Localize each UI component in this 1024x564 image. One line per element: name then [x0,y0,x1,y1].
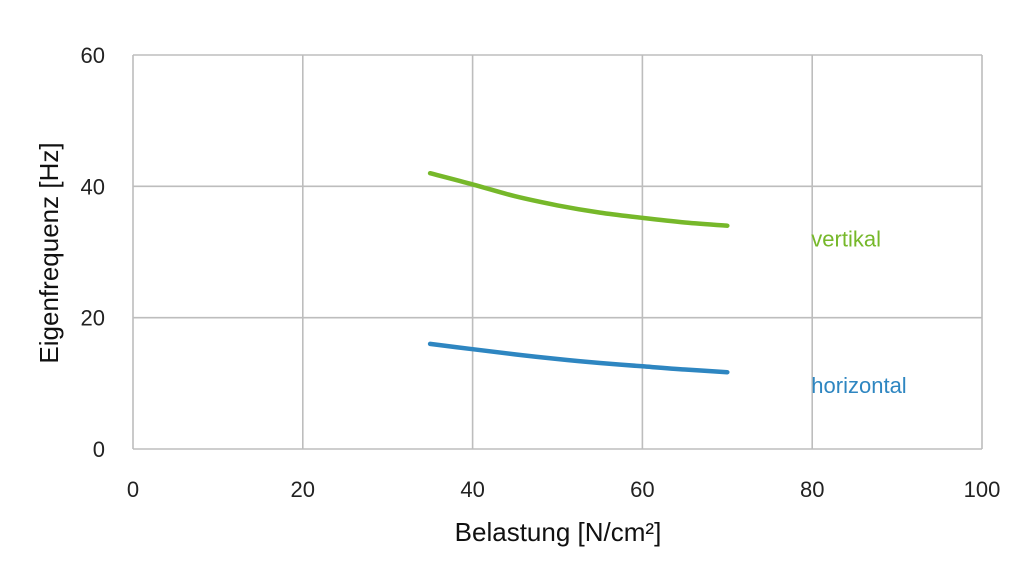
x-tick-label: 60 [630,477,654,502]
y-axis-title: Eigenfrequenz [Hz] [34,142,64,363]
x-tick-label: 0 [127,477,139,502]
series-labels: vertikal horizontal [811,227,906,398]
y-tick-label: 60 [81,43,105,68]
series-label-vertikal: vertikal [811,227,881,252]
tick-labels: 0 20 40 60 80 100 0 20 40 60 [81,43,1001,502]
y-tick-label: 40 [81,174,105,199]
series-line-vertikal [427,170,730,228]
x-axis-title: Belastung [N/cm²] [455,517,662,547]
series-lines [427,170,730,375]
x-tick-label: 100 [964,477,1001,502]
series-label-horizontal: horizontal [811,373,906,398]
x-tick-label: 20 [291,477,315,502]
y-tick-label: 0 [93,437,105,462]
x-tick-label: 80 [800,477,824,502]
y-tick-label: 20 [81,306,105,331]
x-tick-label: 40 [460,477,484,502]
series-line-horizontal [427,341,730,375]
grid [132,54,983,450]
